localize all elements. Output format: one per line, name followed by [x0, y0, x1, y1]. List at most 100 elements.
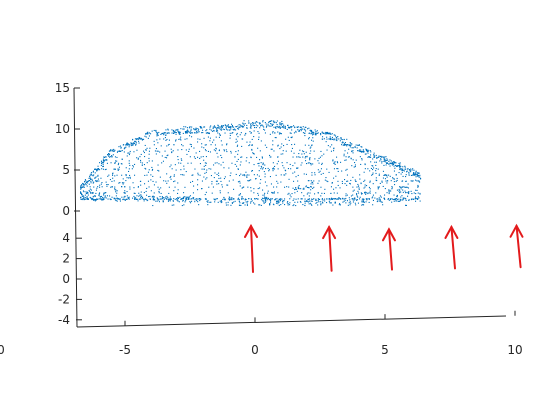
cloud-point [264, 173, 266, 175]
cloud-point [138, 192, 140, 194]
cloud-point [102, 158, 104, 160]
cloud-point [153, 198, 155, 200]
cloud-point [218, 163, 220, 165]
cloud-point [90, 180, 92, 182]
cloud-point [91, 198, 93, 200]
cloud-point [395, 180, 397, 182]
cloud-point [384, 158, 386, 160]
cloud-point [210, 129, 212, 131]
cloud-point [264, 132, 266, 134]
cloud-point [266, 198, 268, 200]
cloud-point [310, 164, 312, 166]
cloud-point [180, 158, 182, 160]
cloud-point [256, 121, 258, 123]
cloud-point [355, 159, 357, 161]
cloud-point [220, 140, 222, 142]
cloud-point [393, 178, 395, 180]
cloud-point [144, 167, 146, 169]
cloud-point [249, 144, 251, 146]
cloud-point [260, 124, 262, 126]
cloud-point [150, 179, 152, 181]
cloud-point [371, 165, 373, 167]
cloud-point [291, 126, 293, 128]
cloud-point [339, 187, 341, 189]
cloud-point [384, 174, 386, 176]
cloud-point [365, 153, 367, 155]
cloud-point [169, 198, 171, 200]
cloud-point [384, 198, 386, 200]
cloud-point [211, 183, 213, 185]
cloud-point [362, 199, 364, 201]
cloud-point [251, 138, 253, 140]
cloud-point [208, 132, 210, 134]
cloud-point [101, 168, 103, 170]
cloud-point [333, 162, 335, 164]
cloud-point [298, 130, 300, 132]
cloud-point [261, 199, 263, 201]
cloud-point [303, 153, 305, 155]
cloud-point [338, 197, 340, 199]
cloud-point [262, 189, 264, 191]
cloud-point [287, 203, 289, 205]
cloud-point [110, 199, 112, 201]
cloud-point [389, 159, 391, 161]
cloud-point [234, 200, 236, 202]
cloud-point [201, 146, 203, 148]
cloud-point [121, 163, 123, 165]
cloud-point [364, 191, 366, 193]
cloud-point [88, 183, 90, 185]
cloud-point [83, 198, 85, 200]
cloud-point [293, 125, 295, 127]
cloud-point [277, 144, 279, 146]
cloud-point [323, 192, 325, 194]
cloud-point [242, 202, 244, 204]
cloud-point [112, 154, 114, 156]
cloud-point [166, 198, 168, 200]
cloud-point [308, 187, 310, 189]
cloud-point [137, 186, 139, 188]
cloud-point [414, 172, 416, 174]
cloud-point [349, 142, 351, 144]
cloud-point [103, 194, 105, 196]
cloud-point [226, 144, 228, 146]
cloud-point [156, 150, 158, 152]
cloud-point [291, 129, 293, 131]
cloud-point [294, 171, 296, 173]
cloud-point [360, 149, 362, 151]
cloud-point [334, 162, 336, 164]
cloud-point [80, 185, 82, 187]
cloud-point [126, 143, 128, 145]
x-tick-label: 5 [381, 343, 389, 357]
cloud-point [419, 176, 421, 178]
cloud-point [218, 126, 220, 128]
cloud-point [340, 137, 342, 139]
point-cloud-series [80, 120, 422, 207]
cloud-point [225, 128, 227, 130]
cloud-point [237, 199, 239, 201]
cloud-point [210, 144, 212, 146]
cloud-point [324, 179, 326, 181]
cloud-point [288, 139, 290, 141]
cloud-point [209, 128, 211, 130]
cloud-point [186, 130, 188, 132]
cloud-point [165, 196, 167, 198]
cloud-point [229, 175, 231, 177]
cloud-point [112, 172, 114, 174]
cloud-point [377, 187, 379, 189]
cloud-point [402, 191, 404, 193]
cloud-point [404, 190, 406, 192]
cloud-point [105, 156, 107, 158]
cloud-point [90, 189, 92, 191]
cloud-point [200, 126, 202, 128]
cloud-point [363, 187, 365, 189]
cloud-point [191, 126, 193, 128]
cloud-point [275, 198, 277, 200]
cloud-point [133, 151, 135, 153]
cloud-point [84, 180, 86, 182]
cloud-point [192, 132, 194, 134]
cloud-point [128, 177, 130, 179]
cloud-point [297, 167, 299, 169]
cloud-point [220, 154, 222, 156]
cloud-point [311, 181, 313, 183]
cloud-point [264, 176, 266, 178]
